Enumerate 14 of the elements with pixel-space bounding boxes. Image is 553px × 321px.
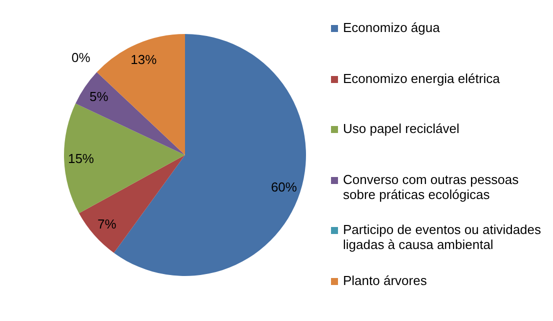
legend-label: Converso com outras pessoas sobre práticas ecológicas [343, 172, 520, 202]
data-label: 5% [90, 89, 109, 104]
legend-label: Uso papel reciclável [343, 121, 460, 136]
legend-label: Economizo água [343, 20, 440, 35]
legend-label: Participo de eventos ou atividades ligadas à causa ambiental [343, 222, 542, 252]
data-label: 15% [68, 150, 94, 166]
text: 0% [72, 50, 90, 65]
data-label: 13% [130, 52, 158, 67]
pie-slice [64, 103, 185, 214]
legend-label: Economizo energia elétrica [343, 70, 500, 86]
data-label: 7% [98, 216, 117, 232]
legend-label: Planto árvores [343, 272, 427, 288]
data-label: 60% [270, 180, 298, 195]
pie-slice [76, 72, 185, 155]
